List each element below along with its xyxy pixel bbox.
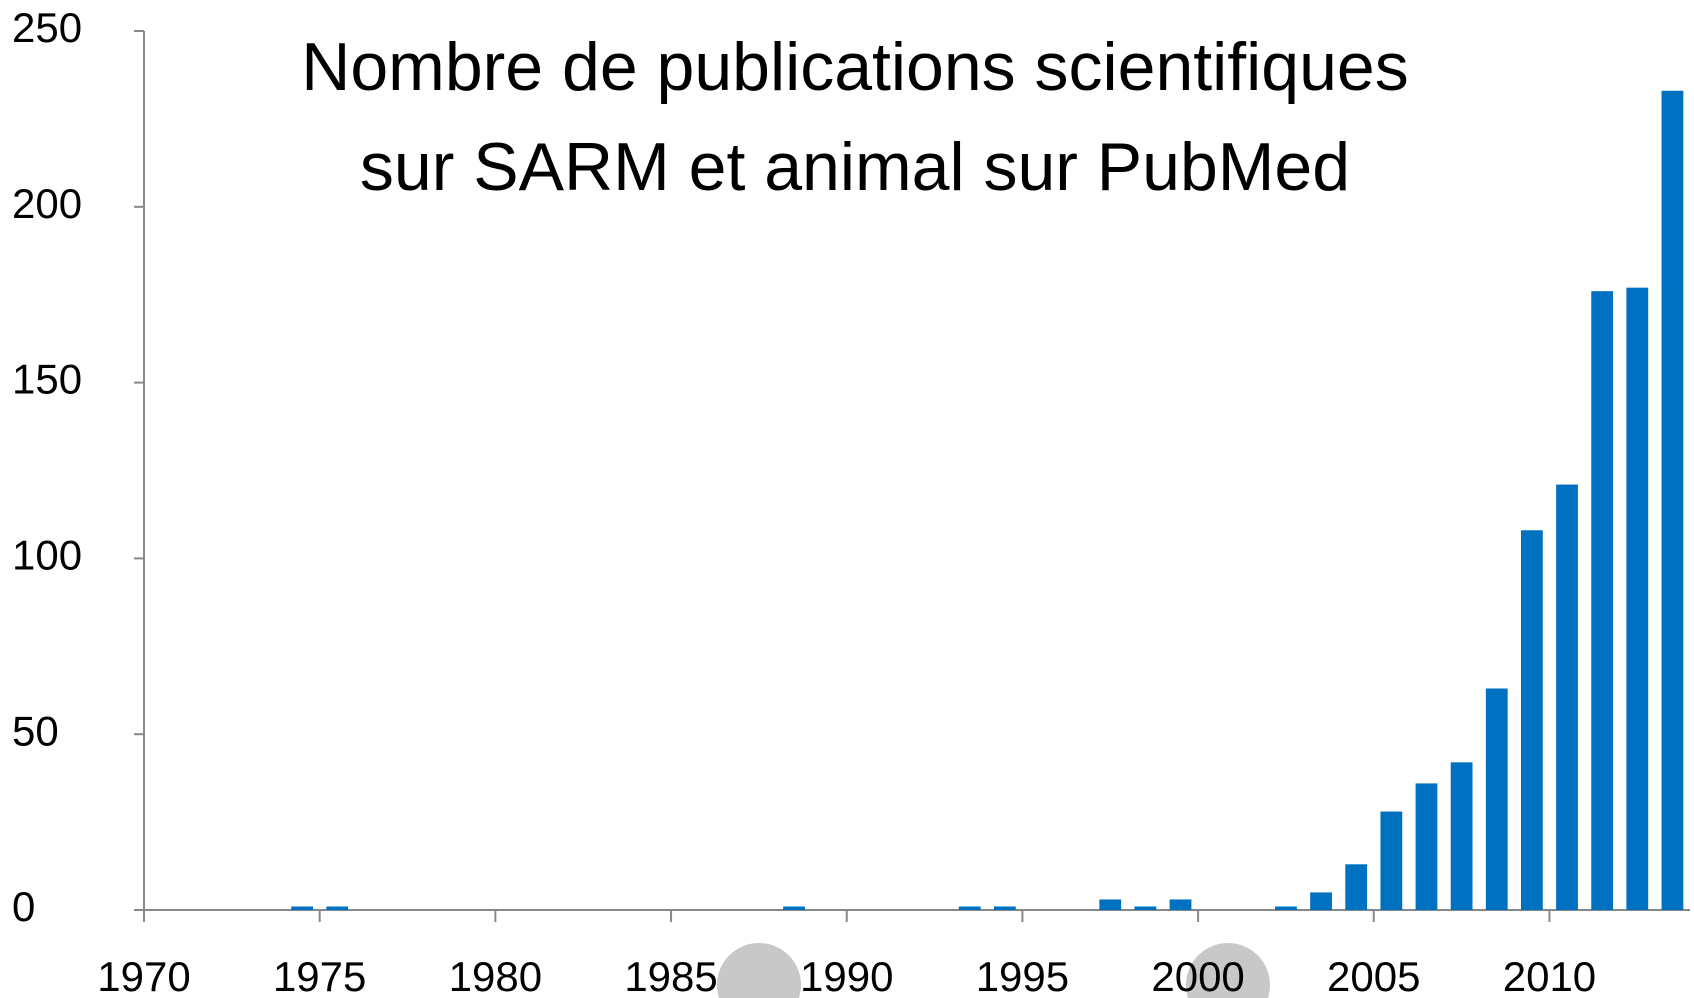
y-tick-label: 100 [12,531,82,578]
bar [1310,892,1332,910]
bar [1416,783,1438,910]
bar [1486,688,1508,910]
y-tick-label: 250 [12,4,82,51]
x-tick-label: 1995 [976,953,1069,998]
y-tick-label: 200 [12,180,82,227]
x-tick-label: 2005 [1327,953,1420,998]
x-tick-label: 2000 [1151,953,1244,998]
x-tick-label: 1975 [273,953,366,998]
bar [1626,288,1648,910]
x-tick-label: 1985 [624,953,717,998]
x-tick-label: 1970 [97,953,190,998]
bar [1451,762,1473,910]
bar [994,906,1016,910]
x-tick-label: 2010 [1503,953,1596,998]
bar [1275,906,1297,910]
bar [1134,906,1156,910]
y-tick-label: 0 [12,883,35,930]
cursor-spot [717,943,801,998]
bar [326,906,348,910]
bar [959,906,981,910]
bar [1099,899,1121,910]
bar [783,906,805,910]
bar [1521,530,1543,910]
bar [1345,864,1367,910]
x-tick-label: 1980 [449,953,542,998]
bar [1662,91,1684,910]
bar [1556,485,1578,910]
chart-title: Nombre de publications scientifiques [301,29,1409,105]
y-tick-label: 50 [12,707,59,754]
y-tick-label: 150 [12,356,82,403]
x-tick-label: 1990 [800,953,893,998]
bar [1591,291,1613,910]
chart: Nombre de publications scientifiques sur… [0,0,1694,998]
bar [291,906,313,910]
bar [1380,812,1402,910]
chart-title: sur SARM et animal sur PubMed [360,129,1350,205]
bar [1170,899,1192,910]
